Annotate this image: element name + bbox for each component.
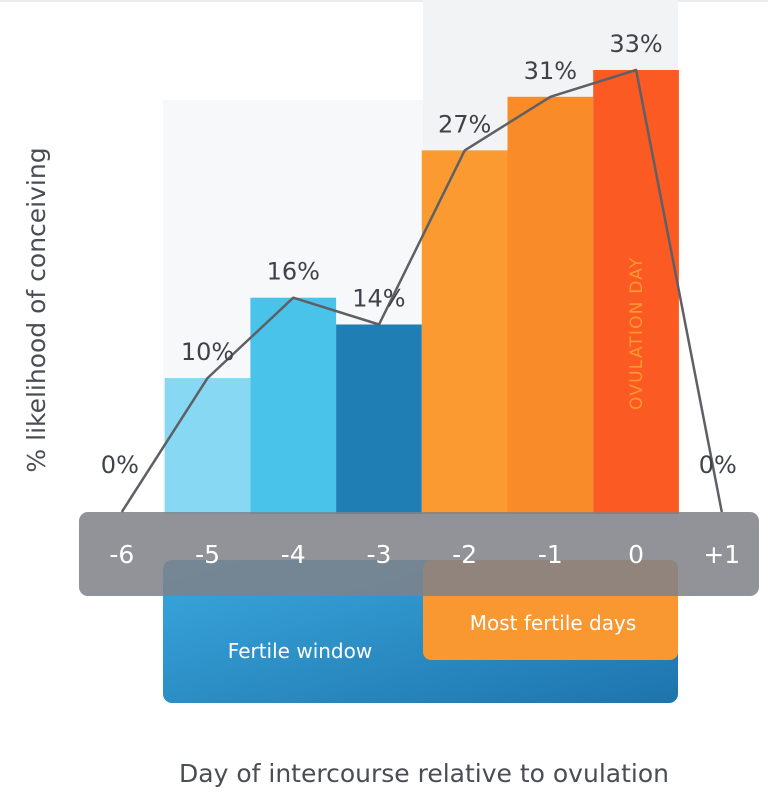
data-label-day-+1: 0% bbox=[699, 451, 737, 479]
x-tick-labels: -6 -5 -4 -3 -2 -1 0 +1 bbox=[109, 540, 740, 569]
y-axis-label: % likelihood of conceiving bbox=[22, 147, 51, 472]
x-tick-label: +1 bbox=[703, 540, 740, 569]
top-border bbox=[0, 0, 768, 2]
x-axis-band bbox=[79, 512, 759, 596]
bar-day--3 bbox=[336, 324, 422, 514]
data-label-day--5: 10% bbox=[181, 338, 234, 366]
x-tick-label: -6 bbox=[109, 540, 134, 569]
bar-day--5 bbox=[164, 378, 251, 514]
data-label-day--6: 0% bbox=[101, 451, 139, 479]
bar-day--4 bbox=[250, 297, 337, 514]
fertile-window-label: Fertile window bbox=[228, 639, 372, 663]
bars-group bbox=[164, 70, 679, 515]
x-axis-label: Day of intercourse relative to ovulation bbox=[179, 759, 669, 788]
x-tick-label: -5 bbox=[195, 540, 220, 569]
x-tick-label: -3 bbox=[366, 540, 391, 569]
x-tick-label: -2 bbox=[452, 540, 477, 569]
data-label-day--1: 31% bbox=[524, 57, 577, 85]
bar-day--2 bbox=[421, 150, 508, 514]
ovulation-day-label: OVULATION DAY bbox=[627, 257, 647, 410]
most-fertile-days-label: Most fertile days bbox=[470, 611, 637, 635]
x-tick-label: -1 bbox=[538, 540, 563, 569]
x-tick-label: 0 bbox=[628, 540, 644, 569]
bar-day-0 bbox=[593, 70, 679, 514]
data-label-day-0: 33% bbox=[609, 30, 662, 58]
x-tick-label: -4 bbox=[281, 540, 306, 569]
data-label-day--2: 27% bbox=[438, 110, 491, 138]
data-labels: 0% 10% 16% 14% 27% 31% 33% 0% bbox=[101, 30, 737, 479]
data-label-day--4: 16% bbox=[267, 258, 320, 286]
bar-day--1 bbox=[507, 96, 594, 515]
data-label-day--3: 14% bbox=[352, 284, 405, 312]
trend-line bbox=[120, 68, 724, 513]
